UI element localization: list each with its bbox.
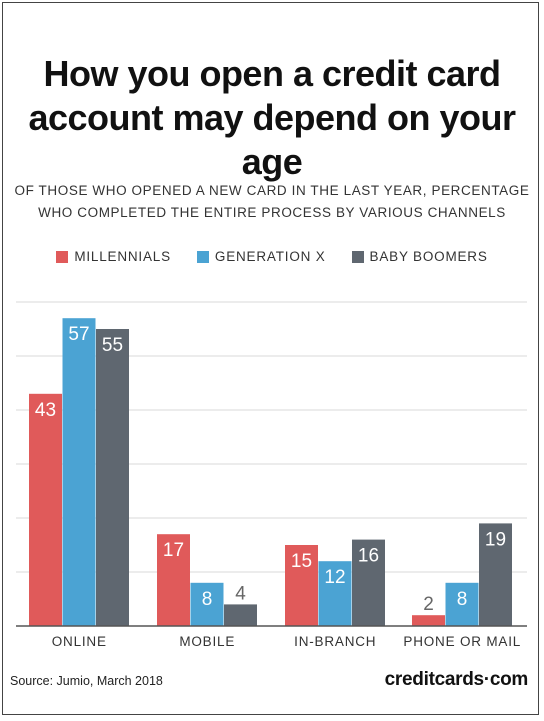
subtitle-line-1: OF THOSE WHO OPENED A NEW CARD IN THE LA… bbox=[14, 183, 530, 198]
data-label-online-millennials: 43 bbox=[35, 400, 56, 421]
category-label-mobile: MOBILE bbox=[179, 634, 235, 649]
legend-item-baby-boomers: BABY BOOMERS bbox=[351, 249, 488, 264]
category-label-in-branch: IN-BRANCH bbox=[294, 634, 376, 649]
bar-phone-or-mail-millennials bbox=[412, 615, 445, 626]
data-label-phone-or-mail-baby-boomers: 19 bbox=[485, 529, 506, 550]
chart-title: How you open a credit card account may d… bbox=[0, 52, 544, 184]
data-label-mobile-generation-x: 8 bbox=[202, 589, 213, 610]
bar-online-baby-boomers bbox=[96, 329, 129, 626]
bar-mobile-millennials bbox=[157, 534, 190, 626]
bar-mobile-baby-boomers bbox=[224, 604, 257, 626]
bar-in-branch-generation-x bbox=[318, 561, 352, 626]
data-label-in-branch-millennials: 15 bbox=[291, 551, 312, 572]
bar-online-generation-x bbox=[62, 318, 96, 626]
bar-online-millennials bbox=[29, 393, 62, 626]
data-label-mobile-baby-boomers: 4 bbox=[235, 583, 246, 604]
chart-subtitle: OF THOSE WHO OPENED A NEW CARD IN THE LA… bbox=[0, 180, 544, 224]
title-line-1: How you open a credit card bbox=[43, 53, 501, 94]
category-label-online: ONLINE bbox=[52, 634, 107, 649]
category-label-phone-or-mail: PHONE OR MAIL bbox=[403, 634, 521, 649]
chart-legend: MILLENNIALS GENERATION X BABY BOOMERS bbox=[0, 249, 544, 264]
legend-item-millennials: MILLENNIALS bbox=[56, 249, 171, 264]
legend-swatch-generation-x bbox=[196, 250, 209, 263]
bar-phone-or-mail-baby-boomers bbox=[479, 523, 512, 626]
legend-label-baby-boomers: BABY BOOMERS bbox=[369, 249, 488, 264]
subtitle-line-2: WHO COMPLETED THE ENTIRE PROCESS BY VARI… bbox=[38, 205, 506, 220]
legend-label-millennials: MILLENNIALS bbox=[74, 249, 171, 264]
legend-label-generation-x: GENERATION X bbox=[214, 249, 326, 264]
data-label-in-branch-generation-x: 12 bbox=[324, 567, 345, 588]
bar-mobile-generation-x bbox=[190, 582, 224, 626]
brand-logo: creditcards·com bbox=[384, 669, 529, 690]
bar-phone-or-mail-generation-x bbox=[445, 582, 479, 626]
data-label-online-baby-boomers: 55 bbox=[102, 335, 123, 356]
source-note: Source: Jumio, March 2018 bbox=[10, 674, 163, 688]
data-label-phone-or-mail-generation-x: 8 bbox=[457, 589, 468, 610]
data-label-mobile-millennials: 17 bbox=[163, 540, 184, 561]
bar-in-branch-millennials bbox=[285, 545, 318, 626]
data-label-in-branch-baby-boomers: 16 bbox=[358, 546, 379, 567]
title-line-2: account may depend on your age bbox=[28, 97, 516, 182]
legend-swatch-millennials bbox=[56, 250, 69, 263]
legend-item-generation-x: GENERATION X bbox=[196, 249, 326, 264]
legend-swatch-baby-boomers bbox=[351, 250, 364, 263]
data-label-online-generation-x: 57 bbox=[68, 324, 89, 345]
bar-in-branch-baby-boomers bbox=[352, 539, 385, 626]
data-label-phone-or-mail-millennials: 2 bbox=[423, 594, 434, 615]
